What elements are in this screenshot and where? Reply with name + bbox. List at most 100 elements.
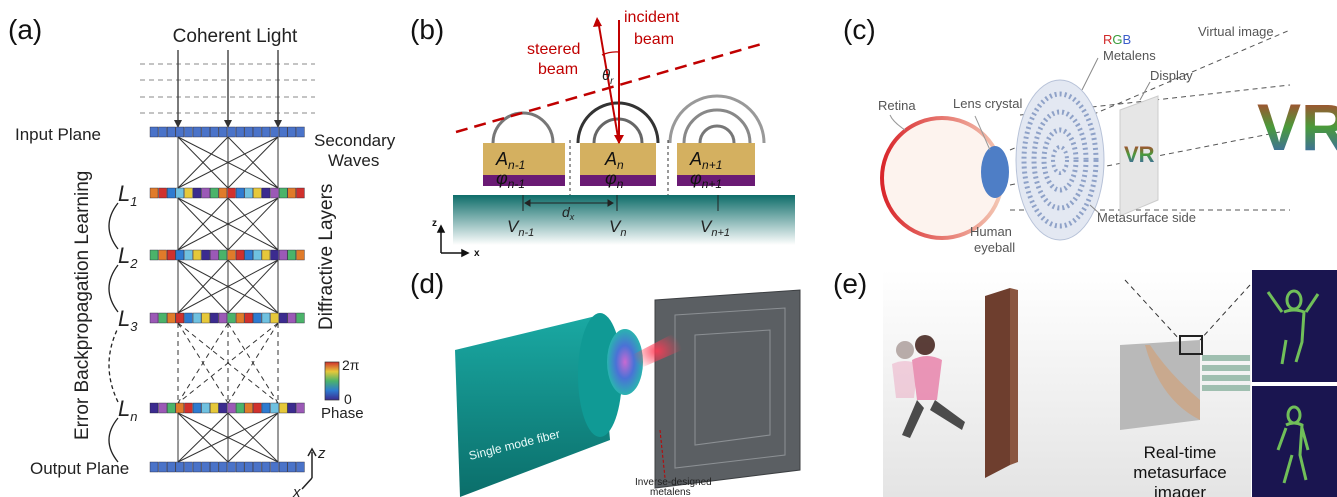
image-frame-top <box>1252 270 1337 382</box>
axes-icon-b <box>436 224 470 258</box>
lens-crystal <box>981 146 1009 198</box>
layer-cell <box>244 126 253 138</box>
layer-cell <box>201 461 210 473</box>
incident-beam-label: incident beam <box>624 9 680 48</box>
layer-cell <box>261 402 271 414</box>
layer-cell <box>278 249 288 261</box>
phase-min-label: 0 <box>344 391 352 407</box>
layer-stack: L1 L2 L3 Ln <box>108 126 305 473</box>
substrate <box>453 195 795 245</box>
layer-cell <box>244 249 253 261</box>
layer-cell <box>296 126 305 138</box>
layer-cell <box>235 126 245 138</box>
layer-cell <box>235 187 245 199</box>
layer-cell <box>210 461 219 473</box>
layer-cell <box>167 249 176 261</box>
layer-cell <box>184 402 193 414</box>
steered-beam-label: steered beam <box>527 41 580 78</box>
layer-cell <box>218 187 228 199</box>
panel-label-e: (e) <box>833 268 868 299</box>
layer-cell <box>158 126 167 138</box>
layer-cell <box>218 126 228 138</box>
layer-cell <box>227 249 236 261</box>
error-backprop-label: Error Backpropagation Learning <box>72 171 93 440</box>
layer-cell <box>184 187 193 199</box>
layer-cell <box>287 461 296 473</box>
layer-cell <box>270 461 279 473</box>
layer-cell <box>244 461 253 473</box>
layer-cell <box>167 402 176 414</box>
layer-cell <box>227 461 236 473</box>
virtual-image-label: Virtual image <box>1198 24 1274 39</box>
layer-cell <box>167 126 176 138</box>
layer-cell <box>270 187 279 199</box>
axis-z-label: z <box>317 445 326 462</box>
inverse-metalens-label: Inverse-designed metalens <box>635 477 712 497</box>
layer-label-n: Ln <box>118 396 137 424</box>
virtual-image-vr: VR <box>1257 90 1337 164</box>
layer-cell <box>296 461 305 473</box>
output-plane-label: Output Plane <box>30 459 129 478</box>
layer-cell <box>192 187 202 199</box>
layer-cell <box>227 187 236 199</box>
layer-cell <box>192 402 202 414</box>
imager-label: Real-time metasurface imager <box>1133 443 1227 497</box>
metasurface-side-label: Metasurface side <box>1097 210 1196 225</box>
axes-icon <box>301 447 317 490</box>
layer-cell <box>201 402 210 414</box>
layer-cell <box>296 312 305 324</box>
layer-cell <box>210 187 219 199</box>
layer-label-1: L1 <box>118 181 137 209</box>
layer-cell <box>227 402 236 414</box>
secondary-waves-label: Secondary Waves <box>314 131 396 170</box>
layer-cell <box>210 312 219 324</box>
layer-cell <box>158 312 167 324</box>
layer-cell <box>192 126 202 138</box>
layer-cell <box>149 126 159 138</box>
layer-cell <box>158 187 167 199</box>
layer-label-2: L2 <box>118 243 138 271</box>
layer-cell <box>167 187 176 199</box>
metalens-d <box>607 329 643 395</box>
brick-wall <box>985 288 1010 478</box>
layer-cell <box>261 126 271 138</box>
layer-cell <box>218 461 228 473</box>
single-mode-fiber <box>455 315 610 497</box>
layer-cell <box>210 249 219 261</box>
retina-label: Retina <box>878 98 916 113</box>
layer-cell <box>287 187 296 199</box>
image-frame-bottom <box>1252 386 1337 497</box>
layer-cell <box>270 249 279 261</box>
layer-cell <box>175 249 185 261</box>
input-plane-label: Input Plane <box>15 125 101 144</box>
panel-label-b: (b) <box>410 14 445 45</box>
layer-label-3: L3 <box>118 306 138 334</box>
layer-cell <box>235 402 245 414</box>
layer-cell <box>201 187 210 199</box>
panel-label-c: (c) <box>843 14 876 45</box>
layer-cell <box>235 312 245 324</box>
layer-cell <box>261 249 271 261</box>
panel-b-beam-steering: θr incident beam steered beam An-1 φn-1 An… <box>432 9 795 259</box>
layer-cell <box>244 312 253 324</box>
layer-cell <box>253 187 262 199</box>
layer-cell <box>227 126 236 138</box>
layer-cell <box>296 402 305 414</box>
layer-cell <box>218 402 228 414</box>
layer-cell <box>175 312 185 324</box>
layer-cell <box>149 187 159 199</box>
display-panel <box>1119 95 1159 217</box>
layer-cell <box>253 402 262 414</box>
phase-max-label: 2π <box>342 357 360 373</box>
layer-cell <box>175 461 185 473</box>
layer-cell <box>227 312 236 324</box>
layer-cell <box>201 126 210 138</box>
panel-e-imager: Real-time metasurface imager <box>883 270 1337 497</box>
layer-cell <box>287 402 296 414</box>
layer-cell <box>192 312 202 324</box>
layer-cell <box>184 249 193 261</box>
layer-cell <box>210 402 219 414</box>
layer-cell <box>218 249 228 261</box>
layer-cell <box>270 126 279 138</box>
running-person <box>892 335 965 438</box>
